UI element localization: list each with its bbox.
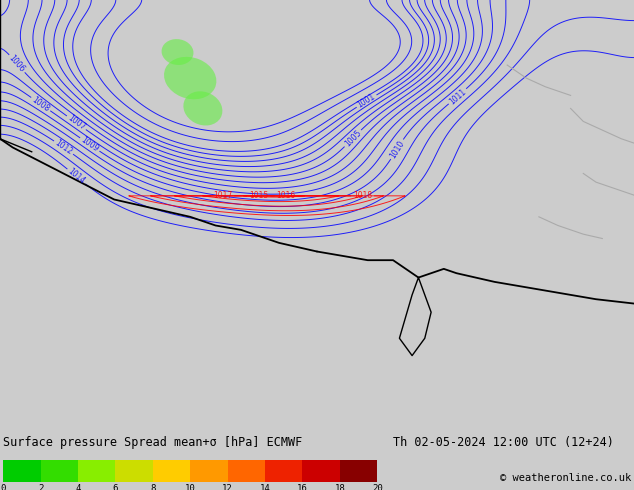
- Text: 1006: 1006: [7, 53, 27, 74]
- Text: 20: 20: [372, 484, 382, 490]
- Ellipse shape: [164, 57, 216, 99]
- Bar: [3, 460, 41, 482]
- Text: 10: 10: [185, 484, 195, 490]
- Bar: [78, 460, 115, 482]
- Text: 1018: 1018: [353, 191, 372, 200]
- Text: 1011: 1011: [448, 87, 468, 106]
- Bar: [190, 460, 228, 482]
- Text: 1009: 1009: [79, 135, 100, 154]
- Text: 2: 2: [38, 484, 43, 490]
- Bar: [340, 460, 377, 482]
- Text: 8: 8: [150, 484, 155, 490]
- Text: 1014: 1014: [66, 167, 87, 186]
- Text: 14: 14: [260, 484, 270, 490]
- Text: 1005: 1005: [343, 128, 363, 148]
- Text: 16: 16: [297, 484, 307, 490]
- Text: Surface pressure Spread mean+σ [hPa] ECMWF: Surface pressure Spread mean+σ [hPa] ECM…: [3, 437, 302, 449]
- Text: 18: 18: [335, 484, 345, 490]
- Text: 1017: 1017: [213, 191, 232, 200]
- Text: 1007: 1007: [66, 114, 87, 132]
- Bar: [265, 460, 302, 482]
- Text: Th 02-05-2024 12:00 UTC (12+24): Th 02-05-2024 12:00 UTC (12+24): [393, 437, 614, 449]
- Bar: [302, 460, 340, 482]
- Text: 1008: 1008: [30, 95, 51, 113]
- Text: 1016: 1016: [276, 191, 296, 200]
- Bar: [41, 460, 78, 482]
- Text: 1015: 1015: [249, 191, 268, 200]
- Text: 1010: 1010: [388, 139, 406, 160]
- Bar: [115, 460, 153, 482]
- Ellipse shape: [162, 39, 193, 65]
- Bar: [153, 460, 190, 482]
- Text: 1001: 1001: [356, 92, 377, 110]
- Text: 6: 6: [113, 484, 118, 490]
- Text: 12: 12: [223, 484, 233, 490]
- Bar: [228, 460, 265, 482]
- Text: 4: 4: [75, 484, 81, 490]
- Text: 1012: 1012: [53, 138, 74, 157]
- Ellipse shape: [183, 91, 223, 125]
- Text: 0: 0: [1, 484, 6, 490]
- Text: © weatheronline.co.uk: © weatheronline.co.uk: [500, 473, 631, 483]
